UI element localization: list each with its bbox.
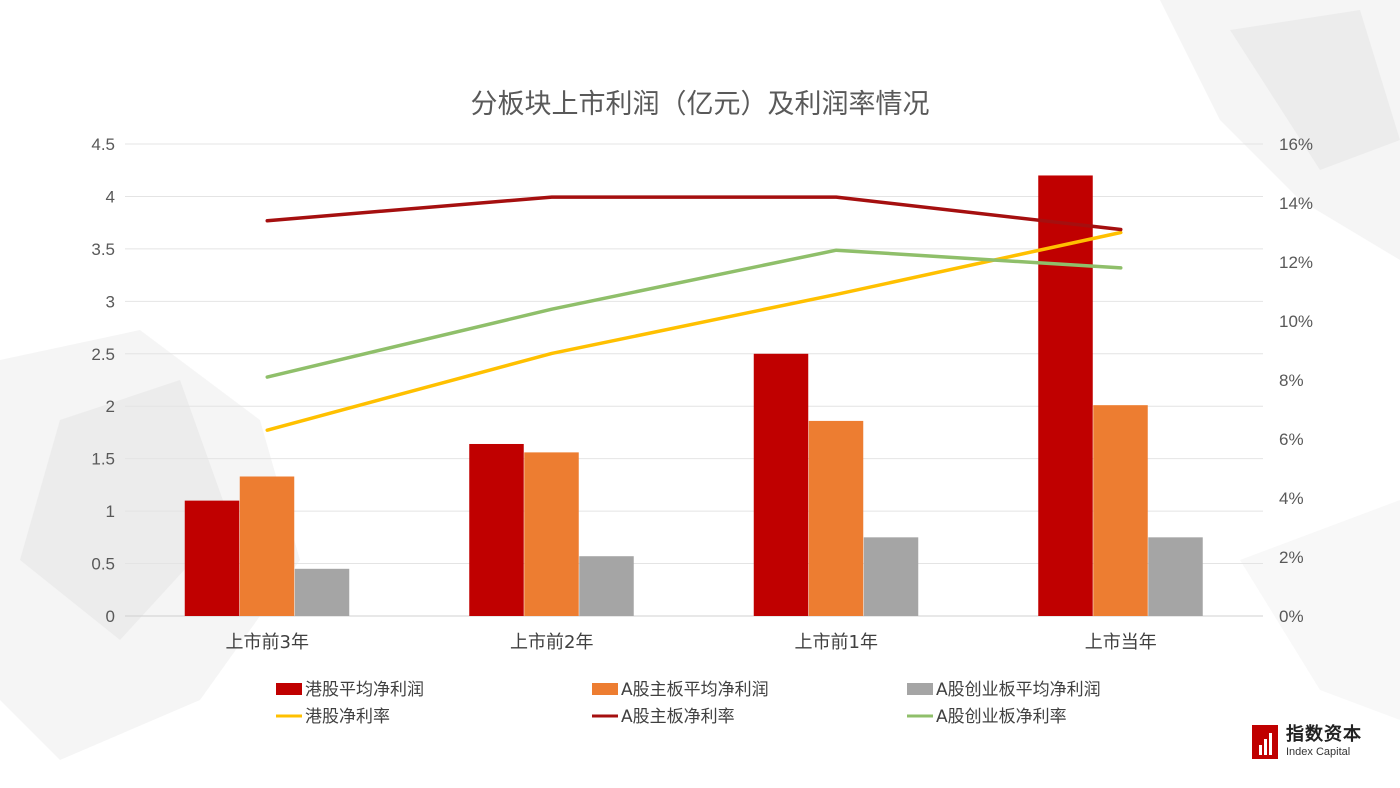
legend-label: A股主板平均净利润 (621, 680, 769, 700)
bar (184, 500, 240, 616)
x-axis-labels: 上市前3年 上市前2年 上市前1年 上市当年 (226, 632, 1157, 653)
right-tick-label: 8% (1279, 371, 1304, 390)
chart-title: 分板块上市利润（亿元）及利润率情况 (471, 89, 930, 120)
right-tick-label: 10% (1279, 312, 1313, 331)
series-line (265, 248, 1123, 379)
bar (753, 353, 809, 616)
right-tick-label: 16% (1279, 135, 1313, 154)
logo-english-name: Index Capital (1286, 746, 1351, 758)
left-tick-label: 3.5 (91, 240, 115, 259)
right-tick-label: 6% (1279, 430, 1304, 449)
left-tick-label: 0 (106, 607, 115, 626)
left-tick-label: 4 (106, 187, 115, 206)
left-tick-label: 1.5 (91, 450, 115, 469)
lines-layer (265, 195, 1123, 432)
legend-label: 港股净利率 (305, 707, 390, 727)
bar (294, 568, 350, 616)
left-tick-label: 3 (106, 292, 115, 311)
right-tick-label: 0% (1279, 607, 1304, 626)
brand-logo: 指数资本 Index Capital (1252, 722, 1372, 762)
legend-label: A股创业板平均净利润 (936, 680, 1101, 700)
bar (808, 420, 864, 616)
bar (1093, 405, 1148, 616)
legend-swatch-bar (907, 683, 933, 695)
series-line (265, 195, 1123, 232)
bars-layer (184, 175, 1203, 616)
logo-chinese-name: 指数资本 (1286, 724, 1362, 745)
left-tick-label: 1 (106, 502, 115, 521)
bar (1148, 537, 1203, 616)
left-axis-labels: 0 0.5 1 1.5 2 2.5 3 3.5 4 4.5 (91, 135, 115, 626)
left-tick-label: 2.5 (91, 345, 115, 364)
x-tick-label: 上市当年 (1085, 632, 1157, 653)
legend-label: 港股平均净利润 (305, 680, 424, 700)
bar (469, 443, 524, 616)
bar (863, 537, 919, 616)
legend-label: A股创业板净利率 (936, 707, 1067, 727)
x-tick-label: 上市前1年 (795, 632, 878, 653)
bar (239, 476, 295, 616)
x-tick-label: 上市前2年 (510, 632, 593, 653)
bar (579, 556, 634, 616)
left-tick-label: 0.5 (91, 555, 115, 574)
legend-swatch-bar (276, 683, 302, 695)
right-axis-labels: 0% 2% 4% 6% 8% 10% 12% 14% 16% (1279, 135, 1313, 626)
left-tick-label: 4.5 (91, 135, 115, 154)
left-tick-label: 2 (106, 397, 115, 416)
logo-mark-icon (1252, 725, 1278, 759)
right-tick-label: 2% (1279, 548, 1304, 567)
legend-label: A股主板净利率 (621, 707, 735, 727)
right-tick-label: 14% (1279, 194, 1313, 213)
legend-swatch-bar (592, 683, 618, 695)
series-line (265, 230, 1123, 432)
x-tick-label: 上市前3年 (226, 632, 309, 653)
right-tick-label: 4% (1279, 489, 1304, 508)
right-tick-label: 12% (1279, 253, 1313, 272)
bar (524, 452, 579, 616)
